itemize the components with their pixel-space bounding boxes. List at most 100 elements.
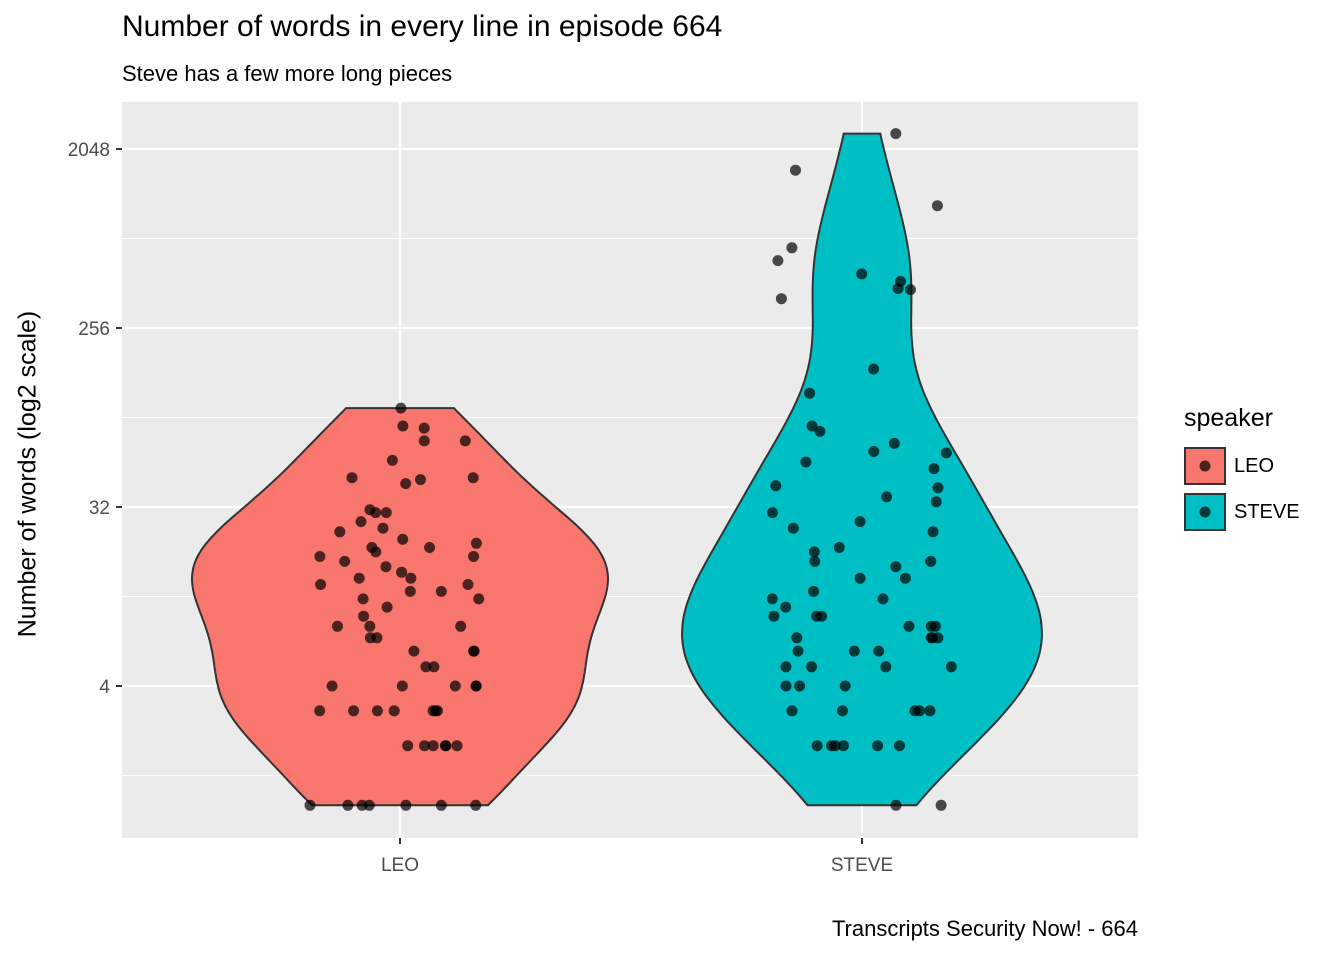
data-point-leo — [468, 551, 480, 562]
data-point-leo — [396, 566, 408, 578]
data-point-steve — [833, 542, 845, 553]
data-point-steve — [929, 620, 941, 632]
data-point-steve — [811, 610, 823, 622]
data-point-steve — [794, 680, 806, 692]
data-point-leo — [332, 620, 343, 632]
data-point-steve — [881, 491, 893, 503]
data-point-steve — [925, 555, 937, 567]
data-point-steve — [873, 645, 885, 657]
data-point-steve — [787, 522, 799, 534]
data-point-steve — [914, 705, 925, 717]
y-tick-label: 256 — [78, 319, 110, 340]
legend-key-steve — [1184, 493, 1226, 531]
data-point-steve — [848, 645, 860, 657]
data-point-leo — [449, 680, 461, 692]
data-point-leo — [381, 601, 393, 613]
data-point-steve — [791, 632, 803, 644]
data-point-leo — [371, 705, 383, 717]
data-point-leo — [473, 593, 485, 605]
data-point-steve — [786, 705, 798, 717]
data-point-leo — [455, 620, 467, 632]
data-point-steve — [826, 740, 837, 752]
data-point-steve — [894, 740, 905, 752]
data-point-steve — [811, 740, 823, 752]
data-point-steve — [926, 632, 938, 644]
data-point-steve — [931, 200, 943, 212]
data-point-leo — [435, 585, 447, 597]
violin-steve — [681, 132, 1043, 807]
legend-key-leo — [1184, 447, 1226, 485]
data-point-leo — [415, 474, 426, 486]
data-point-leo — [342, 799, 354, 811]
data-point-leo — [386, 454, 398, 466]
data-point-steve — [780, 601, 792, 613]
data-point-steve — [770, 480, 782, 492]
data-point-steve — [890, 799, 902, 811]
data-point-steve — [945, 661, 957, 673]
data-point-steve — [872, 740, 884, 752]
y-tick-label: 2048 — [68, 140, 110, 161]
legend: speaker LEO STEVE — [1184, 404, 1300, 535]
data-point-leo — [315, 579, 327, 590]
data-point-steve — [780, 661, 792, 673]
data-point-steve — [800, 456, 812, 468]
data-point-leo — [364, 504, 376, 516]
data-point-steve — [880, 661, 892, 673]
x-tick-label: LEO — [381, 855, 419, 876]
data-point-steve — [775, 293, 787, 305]
data-point-steve — [786, 242, 798, 254]
data-point-steve — [806, 420, 818, 432]
data-point-steve — [780, 680, 792, 692]
data-point-leo — [363, 799, 375, 811]
data-point-leo — [397, 533, 409, 545]
data-point-leo — [395, 402, 407, 414]
data-point-steve — [766, 593, 778, 605]
data-point-steve — [924, 705, 936, 717]
data-point-leo — [400, 478, 412, 490]
y-tick-label: 32 — [89, 498, 110, 519]
data-point-leo — [402, 740, 414, 752]
y-tick-label: 4 — [99, 677, 110, 698]
data-point-steve — [895, 275, 906, 287]
data-point-steve — [905, 284, 916, 296]
data-point-leo — [358, 610, 370, 622]
y-axis-label: Number of words (log2 scale) — [13, 310, 42, 638]
data-point-steve — [868, 446, 880, 457]
data-point-steve — [837, 740, 849, 752]
data-point-leo — [314, 551, 326, 562]
data-point-steve — [792, 645, 804, 657]
legend-label-leo: LEO — [1234, 454, 1275, 477]
data-point-leo — [366, 542, 378, 553]
legend-label-steve: STEVE — [1234, 500, 1300, 523]
data-point-steve — [935, 799, 947, 811]
chart-subtitle: Steve has a few more long pieces — [122, 61, 453, 86]
data-point-leo — [388, 705, 400, 717]
data-point-leo — [408, 645, 420, 657]
data-point-steve — [927, 526, 939, 538]
data-point-steve — [837, 705, 848, 717]
data-point-steve — [808, 546, 820, 558]
data-point-leo — [357, 593, 369, 605]
data-point-leo — [364, 632, 376, 644]
data-point-steve — [772, 255, 784, 267]
data-point-steve — [890, 561, 902, 573]
legend-title: speaker — [1184, 404, 1273, 432]
data-point-leo — [428, 661, 440, 673]
data-point-leo — [396, 680, 408, 692]
data-point-steve — [888, 437, 900, 449]
data-point-steve — [806, 661, 818, 673]
data-point-leo — [397, 420, 409, 432]
data-point-leo — [400, 799, 412, 811]
data-point-leo — [339, 555, 351, 567]
data-point-steve — [814, 425, 826, 437]
data-point-leo — [304, 799, 316, 811]
data-point-steve — [839, 680, 851, 692]
data-point-leo — [468, 645, 479, 657]
data-point-leo — [440, 740, 452, 752]
data-point-steve — [809, 555, 821, 567]
data-point-steve — [854, 572, 866, 584]
data-point-steve — [790, 164, 801, 176]
data-point-steve — [768, 610, 780, 622]
data-point-leo — [380, 561, 392, 573]
